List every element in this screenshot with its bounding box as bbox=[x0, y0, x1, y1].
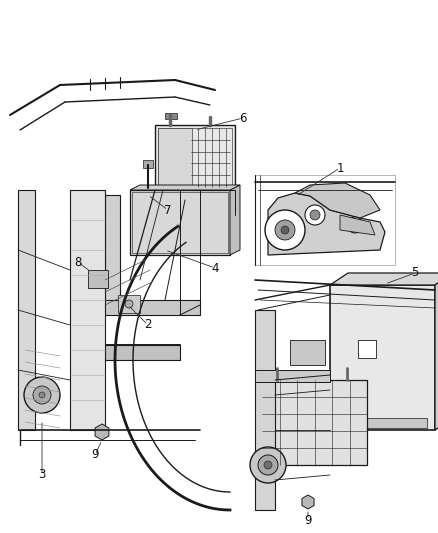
Circle shape bbox=[347, 217, 363, 233]
Circle shape bbox=[33, 386, 51, 404]
Bar bbox=[155, 125, 235, 190]
Polygon shape bbox=[255, 310, 275, 510]
Bar bbox=[132, 192, 228, 253]
Bar bbox=[338, 418, 427, 428]
Bar bbox=[358, 340, 376, 358]
Bar bbox=[290, 340, 325, 365]
Circle shape bbox=[258, 455, 278, 475]
Polygon shape bbox=[80, 345, 180, 360]
Circle shape bbox=[305, 205, 325, 225]
Text: 9: 9 bbox=[91, 448, 99, 462]
Circle shape bbox=[264, 461, 272, 469]
Circle shape bbox=[265, 210, 305, 250]
Circle shape bbox=[275, 220, 295, 240]
Polygon shape bbox=[255, 175, 395, 265]
Polygon shape bbox=[268, 193, 385, 255]
Bar bbox=[165, 113, 177, 119]
Polygon shape bbox=[130, 185, 240, 190]
Polygon shape bbox=[80, 300, 200, 315]
Text: 3: 3 bbox=[38, 469, 46, 481]
Circle shape bbox=[281, 226, 289, 234]
Bar bbox=[88, 270, 108, 288]
Bar bbox=[143, 160, 153, 168]
Bar bbox=[118, 295, 140, 313]
Circle shape bbox=[24, 377, 60, 413]
Text: 5: 5 bbox=[411, 266, 419, 279]
Text: 9: 9 bbox=[304, 513, 312, 527]
Polygon shape bbox=[70, 190, 105, 430]
Circle shape bbox=[39, 392, 45, 398]
Polygon shape bbox=[230, 185, 240, 255]
Bar bbox=[130, 190, 230, 255]
Polygon shape bbox=[435, 273, 438, 430]
Text: 4: 4 bbox=[211, 262, 219, 274]
Text: 6: 6 bbox=[239, 111, 247, 125]
Polygon shape bbox=[255, 370, 330, 382]
Circle shape bbox=[125, 300, 133, 308]
Polygon shape bbox=[18, 190, 35, 430]
Text: 8: 8 bbox=[74, 255, 82, 269]
Polygon shape bbox=[330, 273, 438, 285]
Bar bbox=[158, 128, 232, 187]
Polygon shape bbox=[295, 183, 380, 218]
Text: 7: 7 bbox=[164, 204, 172, 216]
Text: 2: 2 bbox=[144, 319, 152, 332]
Circle shape bbox=[250, 447, 286, 483]
Bar bbox=[330, 285, 435, 430]
Bar bbox=[158, 128, 191, 187]
Circle shape bbox=[310, 210, 320, 220]
Bar bbox=[262, 380, 367, 465]
Text: 1: 1 bbox=[336, 161, 344, 174]
Polygon shape bbox=[340, 215, 375, 235]
Polygon shape bbox=[105, 195, 120, 305]
